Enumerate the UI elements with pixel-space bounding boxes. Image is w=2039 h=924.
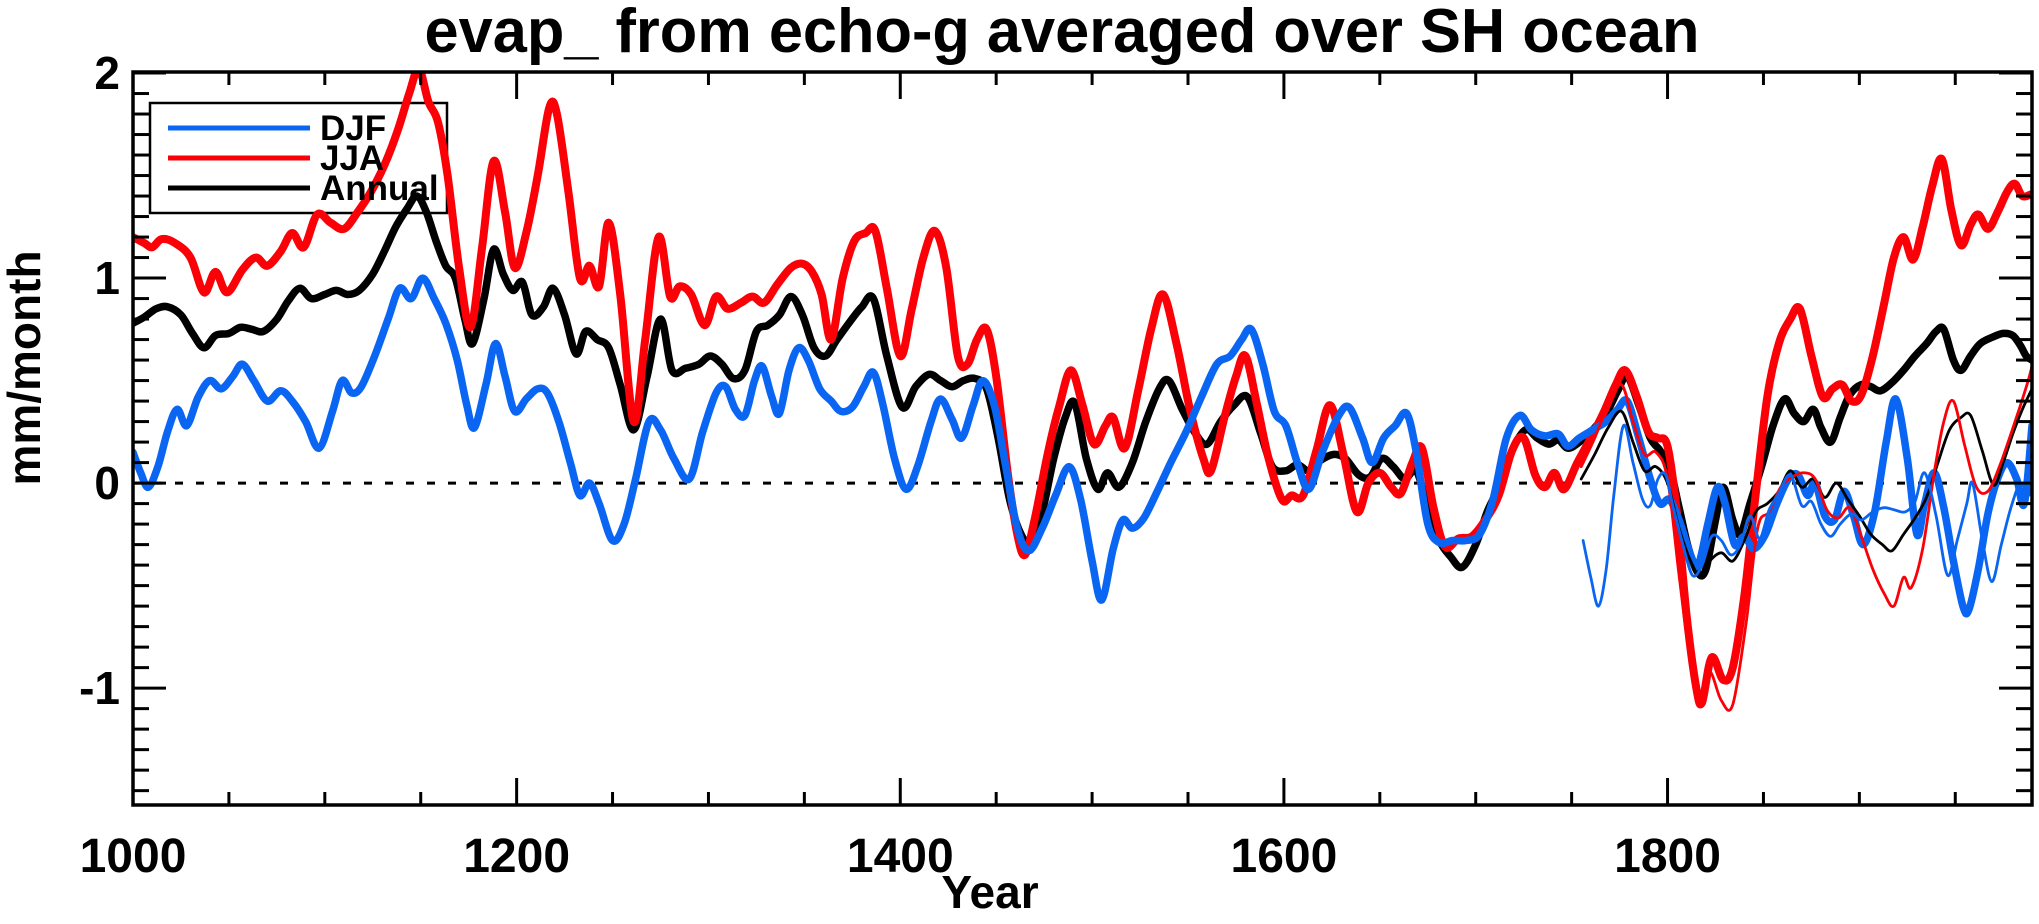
x-axis-label: Year <box>941 866 1038 918</box>
legend-label-JJA: JJA <box>320 139 384 178</box>
series-DJF-curve <box>133 274 2032 618</box>
legend-label-DJF: DJF <box>320 109 386 148</box>
chart-title: evap_ from echo-g averaged over SH ocean <box>425 0 1700 66</box>
series-Annual-thin-curve <box>1579 387 2032 577</box>
x-tick-label: 1200 <box>463 830 570 883</box>
x-tick-label: 1600 <box>1231 830 1338 883</box>
legend <box>148 101 449 215</box>
y-tick-label: 1 <box>94 252 120 304</box>
x-tick-label: 1000 <box>80 830 187 883</box>
x-tick-label: 1400 <box>847 830 954 883</box>
y-axis-label: mm/month <box>0 250 50 485</box>
plot-frame <box>131 70 2034 807</box>
legend-label-Annual: Annual <box>320 169 439 208</box>
axes: 1000 1200 1400 1600 1800 -1 0 1 2 <box>79 47 2034 883</box>
y-tick-label: -1 <box>79 662 120 714</box>
series-JJA-curve <box>133 72 2032 709</box>
y-tick-label: 2 <box>94 47 120 99</box>
x-tick-label: 1800 <box>1614 830 1721 883</box>
y-tick-label: 0 <box>94 457 120 509</box>
data-series-group <box>133 72 2032 712</box>
series-DJF-thin-curve <box>1581 423 2032 608</box>
